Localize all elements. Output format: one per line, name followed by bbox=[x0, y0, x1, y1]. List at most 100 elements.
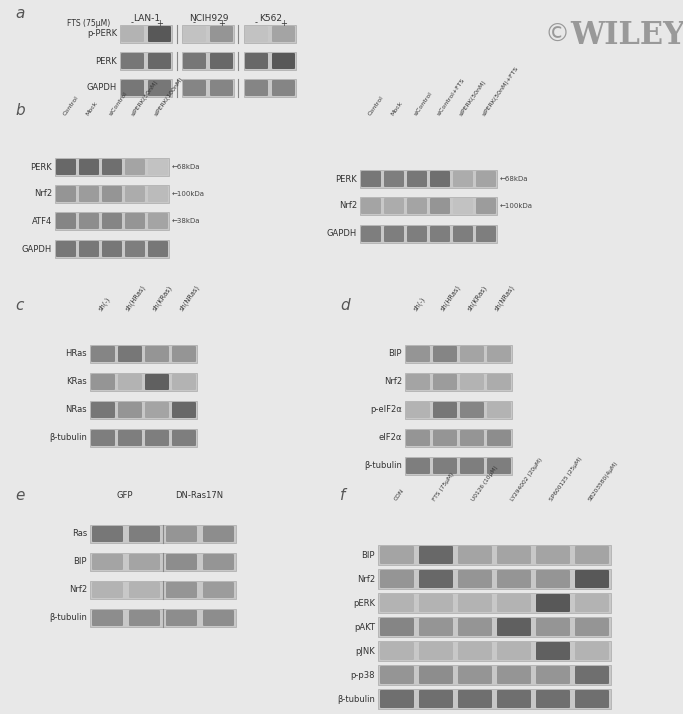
FancyBboxPatch shape bbox=[575, 594, 609, 612]
Text: ATF4: ATF4 bbox=[31, 216, 52, 226]
FancyBboxPatch shape bbox=[476, 198, 496, 214]
FancyBboxPatch shape bbox=[575, 666, 609, 684]
FancyBboxPatch shape bbox=[476, 226, 496, 242]
Text: Control: Control bbox=[367, 96, 384, 117]
FancyBboxPatch shape bbox=[497, 690, 531, 708]
FancyBboxPatch shape bbox=[460, 430, 484, 446]
Text: GFP: GFP bbox=[117, 491, 133, 500]
Text: sh(-): sh(-) bbox=[413, 296, 427, 312]
FancyBboxPatch shape bbox=[145, 346, 169, 362]
Text: pERK: pERK bbox=[353, 598, 375, 608]
FancyBboxPatch shape bbox=[79, 213, 99, 229]
Text: +: + bbox=[218, 19, 225, 28]
Text: p-eIF2α: p-eIF2α bbox=[370, 406, 402, 415]
FancyBboxPatch shape bbox=[203, 526, 234, 542]
FancyBboxPatch shape bbox=[419, 642, 453, 660]
FancyBboxPatch shape bbox=[380, 618, 414, 636]
Text: siControl+FTS: siControl+FTS bbox=[436, 78, 465, 117]
FancyBboxPatch shape bbox=[453, 171, 473, 187]
FancyBboxPatch shape bbox=[433, 430, 457, 446]
Text: GAPDH: GAPDH bbox=[87, 84, 117, 93]
Text: -: - bbox=[131, 19, 134, 28]
FancyBboxPatch shape bbox=[453, 226, 473, 242]
Text: e: e bbox=[15, 488, 25, 503]
FancyBboxPatch shape bbox=[79, 159, 99, 175]
Bar bbox=[244, 79, 296, 97]
FancyBboxPatch shape bbox=[460, 346, 484, 362]
FancyBboxPatch shape bbox=[102, 186, 122, 202]
FancyBboxPatch shape bbox=[166, 582, 197, 598]
FancyBboxPatch shape bbox=[536, 666, 570, 684]
FancyBboxPatch shape bbox=[148, 26, 171, 42]
FancyBboxPatch shape bbox=[497, 594, 531, 612]
Bar bbox=[90, 373, 197, 391]
Text: sh(-): sh(-) bbox=[98, 296, 112, 312]
FancyBboxPatch shape bbox=[575, 642, 609, 660]
Text: siPERK(100nM): siPERK(100nM) bbox=[154, 76, 184, 117]
FancyBboxPatch shape bbox=[575, 618, 609, 636]
FancyBboxPatch shape bbox=[433, 402, 457, 418]
Text: Nrf2: Nrf2 bbox=[69, 585, 87, 595]
FancyBboxPatch shape bbox=[129, 582, 160, 598]
FancyBboxPatch shape bbox=[92, 526, 123, 542]
FancyBboxPatch shape bbox=[536, 642, 570, 660]
Bar bbox=[90, 401, 197, 419]
FancyBboxPatch shape bbox=[245, 80, 268, 96]
Bar bbox=[405, 401, 512, 419]
FancyBboxPatch shape bbox=[476, 171, 496, 187]
FancyBboxPatch shape bbox=[125, 159, 145, 175]
FancyBboxPatch shape bbox=[497, 618, 531, 636]
FancyBboxPatch shape bbox=[129, 610, 160, 626]
Text: Nrf2: Nrf2 bbox=[339, 201, 357, 211]
Text: BIP: BIP bbox=[74, 558, 87, 566]
Text: sh(KRas): sh(KRas) bbox=[466, 284, 489, 312]
Text: sh(NRas): sh(NRas) bbox=[494, 283, 516, 312]
FancyBboxPatch shape bbox=[430, 171, 450, 187]
Text: NCIH929: NCIH929 bbox=[189, 14, 229, 23]
FancyBboxPatch shape bbox=[384, 171, 404, 187]
Text: sh(NRas): sh(NRas) bbox=[179, 283, 201, 312]
Text: β-tubulin: β-tubulin bbox=[337, 695, 375, 703]
Text: siPERK(50nM)+FTS: siPERK(50nM)+FTS bbox=[482, 66, 520, 117]
Text: U0126 (10μM): U0126 (10μM) bbox=[471, 465, 499, 502]
FancyBboxPatch shape bbox=[145, 402, 169, 418]
Text: sh(KRas): sh(KRas) bbox=[152, 284, 174, 312]
FancyBboxPatch shape bbox=[166, 610, 197, 626]
FancyBboxPatch shape bbox=[536, 570, 570, 588]
FancyBboxPatch shape bbox=[430, 226, 450, 242]
FancyBboxPatch shape bbox=[487, 402, 511, 418]
Text: siControl: siControl bbox=[413, 91, 433, 117]
FancyBboxPatch shape bbox=[102, 213, 122, 229]
FancyBboxPatch shape bbox=[118, 346, 142, 362]
FancyBboxPatch shape bbox=[79, 186, 99, 202]
FancyBboxPatch shape bbox=[487, 430, 511, 446]
Text: BIP: BIP bbox=[361, 550, 375, 560]
FancyBboxPatch shape bbox=[536, 690, 570, 708]
FancyBboxPatch shape bbox=[91, 346, 115, 362]
FancyBboxPatch shape bbox=[419, 594, 453, 612]
Bar bbox=[182, 52, 234, 70]
Bar bbox=[90, 553, 236, 571]
FancyBboxPatch shape bbox=[406, 458, 430, 474]
FancyBboxPatch shape bbox=[203, 582, 234, 598]
Text: SP600125 (25μM): SP600125 (25μM) bbox=[549, 456, 583, 502]
FancyBboxPatch shape bbox=[380, 570, 414, 588]
FancyBboxPatch shape bbox=[148, 53, 171, 69]
Text: BIP: BIP bbox=[389, 349, 402, 358]
Text: +: + bbox=[156, 19, 163, 28]
FancyBboxPatch shape bbox=[406, 430, 430, 446]
FancyBboxPatch shape bbox=[407, 226, 427, 242]
Bar bbox=[405, 373, 512, 391]
Text: siPERK(50nM): siPERK(50nM) bbox=[459, 79, 488, 117]
Text: Nrf2: Nrf2 bbox=[34, 189, 52, 198]
FancyBboxPatch shape bbox=[92, 610, 123, 626]
FancyBboxPatch shape bbox=[536, 594, 570, 612]
FancyBboxPatch shape bbox=[361, 198, 381, 214]
Text: sh(HRas): sh(HRas) bbox=[440, 283, 462, 312]
FancyBboxPatch shape bbox=[458, 690, 492, 708]
FancyBboxPatch shape bbox=[433, 458, 457, 474]
Text: p-PERK: p-PERK bbox=[87, 29, 117, 39]
FancyBboxPatch shape bbox=[91, 374, 115, 390]
FancyBboxPatch shape bbox=[575, 546, 609, 564]
Text: f: f bbox=[340, 488, 346, 503]
